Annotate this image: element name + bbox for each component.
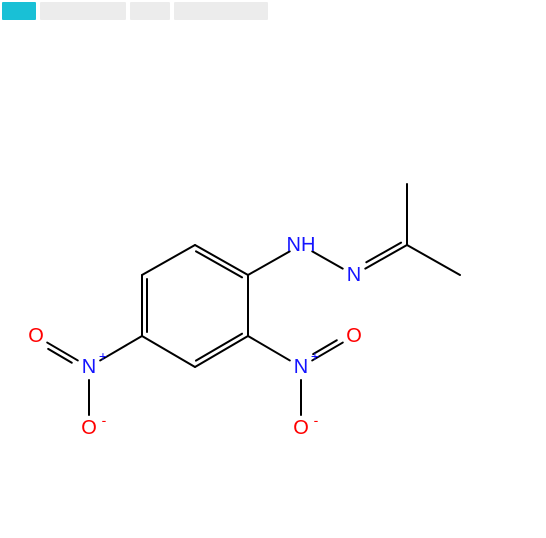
atom-label: O [28,326,44,346]
atom-label: NH [287,235,316,255]
atom-label: O [293,418,309,438]
atom-label: N [82,357,96,377]
atom-charge: + [311,349,319,363]
atom-label: N [347,265,361,285]
atom-charge: - [314,413,319,427]
atom-label: O [81,418,97,438]
atom-label: N [294,357,308,377]
atom-label: O [346,326,362,346]
atom-charge: - [102,413,107,427]
atom-charge: + [99,349,107,363]
molecule-canvas [0,0,546,538]
